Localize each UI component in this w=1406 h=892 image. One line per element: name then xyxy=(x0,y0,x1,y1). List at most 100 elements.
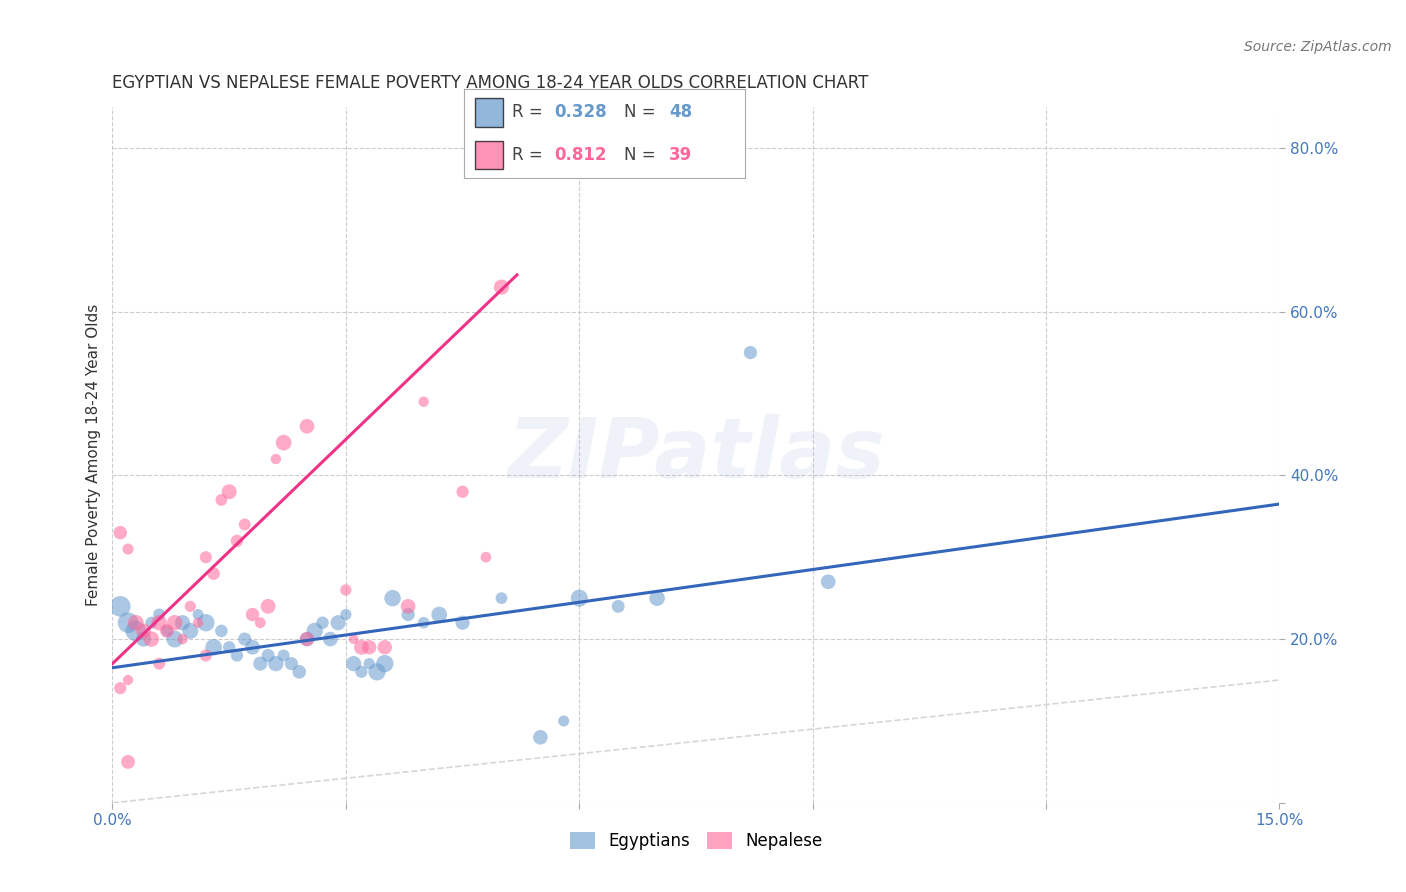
Point xyxy=(374,640,396,655)
Point xyxy=(295,632,318,646)
FancyBboxPatch shape xyxy=(475,98,503,127)
Point xyxy=(233,632,256,646)
Point xyxy=(110,525,132,540)
Point xyxy=(156,624,179,638)
Point xyxy=(381,591,404,606)
Point xyxy=(218,640,240,655)
Point xyxy=(817,574,839,589)
Point xyxy=(396,599,419,614)
Point xyxy=(491,280,513,294)
Point xyxy=(264,657,287,671)
Point xyxy=(475,550,498,565)
Point xyxy=(226,648,249,663)
Point xyxy=(343,657,366,671)
Point xyxy=(179,624,201,638)
Point xyxy=(304,624,326,638)
Point xyxy=(148,607,170,622)
Point xyxy=(491,591,513,606)
Point xyxy=(194,615,217,630)
Point xyxy=(125,615,148,630)
Point xyxy=(156,624,179,638)
FancyBboxPatch shape xyxy=(475,141,503,169)
Point xyxy=(288,665,311,679)
Point xyxy=(350,640,373,655)
Point xyxy=(335,582,357,597)
Point xyxy=(451,615,474,630)
Point xyxy=(740,345,762,359)
Point xyxy=(359,640,381,655)
Point xyxy=(110,599,132,614)
Point xyxy=(209,624,232,638)
Point xyxy=(110,681,132,696)
Point xyxy=(226,533,249,548)
Point xyxy=(295,419,318,434)
Point xyxy=(132,624,155,638)
Point xyxy=(163,632,186,646)
Point xyxy=(396,607,419,622)
Point xyxy=(187,615,209,630)
Point xyxy=(326,615,349,630)
Point xyxy=(141,615,163,630)
Point xyxy=(202,566,225,581)
Point xyxy=(141,632,163,646)
Point xyxy=(132,632,155,646)
Point xyxy=(350,665,373,679)
Point xyxy=(311,615,333,630)
Point xyxy=(366,665,388,679)
Point xyxy=(194,648,217,663)
Point xyxy=(148,615,170,630)
Point xyxy=(374,657,396,671)
Point xyxy=(359,657,381,671)
Point xyxy=(427,607,450,622)
Point xyxy=(645,591,668,606)
Point xyxy=(242,640,264,655)
Point xyxy=(117,542,139,557)
Text: N =: N = xyxy=(624,103,661,121)
Point xyxy=(117,615,139,630)
Point xyxy=(568,591,591,606)
Point xyxy=(209,492,232,507)
Point xyxy=(172,632,194,646)
Point xyxy=(412,394,434,409)
Point xyxy=(273,435,295,450)
Text: EGYPTIAN VS NEPALESE FEMALE POVERTY AMONG 18-24 YEAR OLDS CORRELATION CHART: EGYPTIAN VS NEPALESE FEMALE POVERTY AMON… xyxy=(112,74,869,92)
Point xyxy=(412,615,434,630)
Point xyxy=(257,599,280,614)
Point xyxy=(607,599,630,614)
Point xyxy=(529,731,551,745)
Point xyxy=(280,657,302,671)
Point xyxy=(249,615,271,630)
Text: 0.328: 0.328 xyxy=(554,103,606,121)
Text: R =: R = xyxy=(512,103,548,121)
Point xyxy=(117,673,139,687)
Point xyxy=(257,648,280,663)
Point xyxy=(148,657,170,671)
Point xyxy=(295,632,318,646)
Point xyxy=(553,714,575,728)
Text: Source: ZipAtlas.com: Source: ZipAtlas.com xyxy=(1244,40,1392,54)
Point xyxy=(172,615,194,630)
Text: R =: R = xyxy=(512,146,548,164)
Point xyxy=(187,607,209,622)
Y-axis label: Female Poverty Among 18-24 Year Olds: Female Poverty Among 18-24 Year Olds xyxy=(86,304,101,606)
Text: ZIPatlas: ZIPatlas xyxy=(508,415,884,495)
Point xyxy=(179,599,201,614)
Text: 0.812: 0.812 xyxy=(554,146,606,164)
Point xyxy=(343,632,366,646)
Point xyxy=(264,452,287,467)
Point xyxy=(125,624,148,638)
Text: N =: N = xyxy=(624,146,661,164)
Point xyxy=(194,550,217,565)
Text: 39: 39 xyxy=(669,146,693,164)
Point xyxy=(249,657,271,671)
Point xyxy=(335,607,357,622)
Legend: Egyptians, Nepalese: Egyptians, Nepalese xyxy=(564,826,828,857)
Point xyxy=(242,607,264,622)
Point xyxy=(451,484,474,499)
Point xyxy=(163,615,186,630)
Text: 48: 48 xyxy=(669,103,692,121)
Point xyxy=(273,648,295,663)
Point xyxy=(218,484,240,499)
Point xyxy=(319,632,342,646)
Point xyxy=(202,640,225,655)
